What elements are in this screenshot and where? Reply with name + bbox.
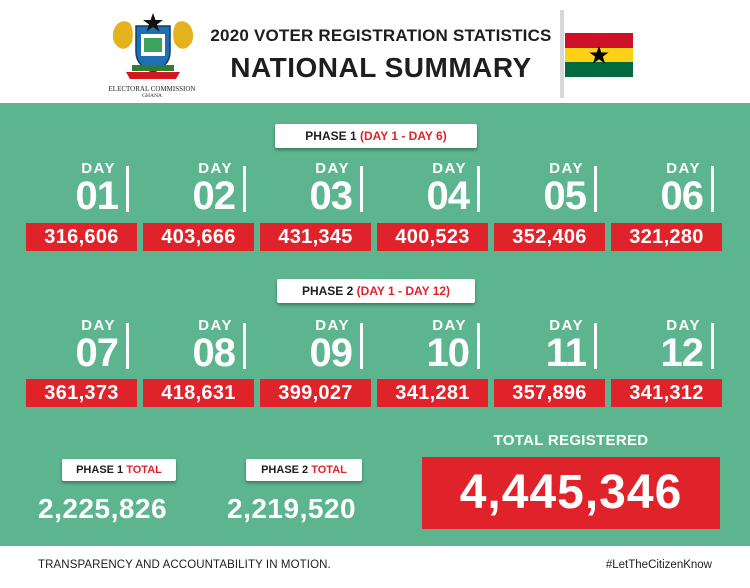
day-number: 06 — [660, 174, 704, 218]
day-label: DAY — [666, 317, 701, 334]
ghana-flag-icon — [565, 33, 633, 77]
day-09-value: 399,027 — [260, 379, 371, 407]
phase1-label: PHASE 1 — [305, 129, 357, 143]
day-number: 02 — [192, 174, 236, 218]
day-02-block: DAY 02 — [135, 160, 255, 226]
day-04-value: 400,523 — [377, 223, 488, 251]
ec-name-main: ELECTORAL COMMISSION — [108, 85, 196, 93]
day-number: 11 — [545, 331, 587, 375]
day-divider — [360, 323, 363, 369]
day-06-value: 321,280 — [611, 223, 722, 251]
day-03-value: 431,345 — [260, 223, 371, 251]
day-12-value: 341,312 — [611, 379, 722, 407]
day-07-value: 361,373 — [26, 379, 137, 407]
phase1-range: (DAY 1 - DAY 6) — [359, 129, 447, 143]
day-label: DAY — [549, 317, 584, 334]
day-02-value: 403,666 — [143, 223, 254, 251]
day-06-block: DAY 06 — [603, 160, 723, 226]
total-registered-value: 4,445,346 — [422, 457, 720, 529]
day-label: DAY — [315, 160, 350, 177]
day-08-value: 418,631 — [143, 379, 254, 407]
day-number: 12 — [660, 331, 704, 375]
day-label: DAY — [198, 317, 233, 334]
phase2-total-label: PHASE 2 TOTAL — [246, 459, 362, 481]
day-label: DAY — [549, 160, 584, 177]
page-subtitle: NATIONAL SUMMARY — [230, 52, 532, 83]
coat-of-arms-icon — [112, 13, 194, 79]
day-number: 10 — [426, 331, 470, 375]
day-divider — [243, 166, 246, 212]
header: ELECTORAL COMMISSION GHANA 2020 VOTER RE… — [0, 0, 750, 103]
black-star-icon — [589, 46, 609, 64]
day-label: DAY — [81, 160, 116, 177]
day-number: 08 — [192, 331, 236, 375]
phase1-total-word: TOTAL — [126, 464, 162, 476]
day-label: DAY — [198, 160, 233, 177]
total-registered-label: TOTAL REGISTERED — [493, 432, 649, 449]
day-07-block: DAY 07 — [18, 317, 138, 383]
day-number: 09 — [309, 331, 353, 375]
day-10-value: 341,281 — [377, 379, 488, 407]
flag-divider — [560, 10, 564, 98]
phase1-header: PHASE 1 (DAY 1 - DAY 6) — [275, 124, 477, 148]
phase2-range: (DAY 1 - DAY 12) — [356, 284, 451, 298]
day-01-block: DAY 01 — [18, 160, 138, 226]
phase1-total-phase: PHASE 1 — [76, 464, 124, 476]
day-label: DAY — [666, 160, 701, 177]
phase2-label: PHASE 2 — [301, 284, 354, 298]
day-08-block: DAY 08 — [135, 317, 255, 383]
day-divider — [594, 166, 597, 212]
day-03-block: DAY 03 — [252, 160, 372, 226]
day-number: 04 — [426, 174, 470, 218]
footer-hashtag: #LetTheCitizenKnow — [605, 559, 712, 571]
day-04-block: DAY 04 — [369, 160, 489, 226]
day-divider — [477, 323, 480, 369]
day-01-value: 316,606 — [26, 223, 137, 251]
day-label: DAY — [81, 317, 116, 334]
day-number: 03 — [309, 174, 353, 218]
phase2-header: PHASE 2 (DAY 1 - DAY 12) — [277, 279, 475, 303]
day-10-block: DAY 10 — [369, 317, 489, 383]
day-09-block: DAY 09 — [252, 317, 372, 383]
day-divider — [711, 323, 714, 369]
phase2-total-phase: PHASE 2 — [261, 464, 309, 476]
phase1-total-label: PHASE 1 TOTAL — [62, 459, 176, 481]
day-number: 07 — [75, 331, 119, 375]
day-number: 01 — [75, 174, 119, 218]
day-divider — [243, 323, 246, 369]
day-divider — [594, 323, 597, 369]
day-divider — [126, 166, 129, 212]
day-label: DAY — [432, 160, 467, 177]
day-label: DAY — [315, 317, 350, 334]
day-divider — [126, 323, 129, 369]
day-divider — [477, 166, 480, 212]
day-11-value: 357,896 — [494, 379, 605, 407]
day-number: 05 — [543, 174, 587, 218]
day-11-block: DAY 11 — [486, 317, 606, 383]
day-05-block: DAY 05 — [486, 160, 606, 226]
page-title: 2020 VOTER REGISTRATION STATISTICS — [210, 26, 552, 45]
footer-slogan: TRANSPARENCY AND ACCOUNTABILITY IN MOTIO… — [38, 559, 331, 571]
ec-name-country: GHANA — [142, 93, 162, 99]
day-divider — [711, 166, 714, 212]
day-12-block: DAY 12 — [603, 317, 723, 383]
phase2-total-value: 2,219,520 — [227, 493, 357, 524]
day-05-value: 352,406 — [494, 223, 605, 251]
phase2-total-word: TOTAL — [311, 464, 347, 476]
day-divider — [360, 166, 363, 212]
day-label: DAY — [432, 317, 467, 334]
phase1-total-value: 2,225,826 — [38, 493, 168, 524]
electoral-commission-name: ELECTORAL COMMISSION GHANA — [96, 86, 208, 100]
